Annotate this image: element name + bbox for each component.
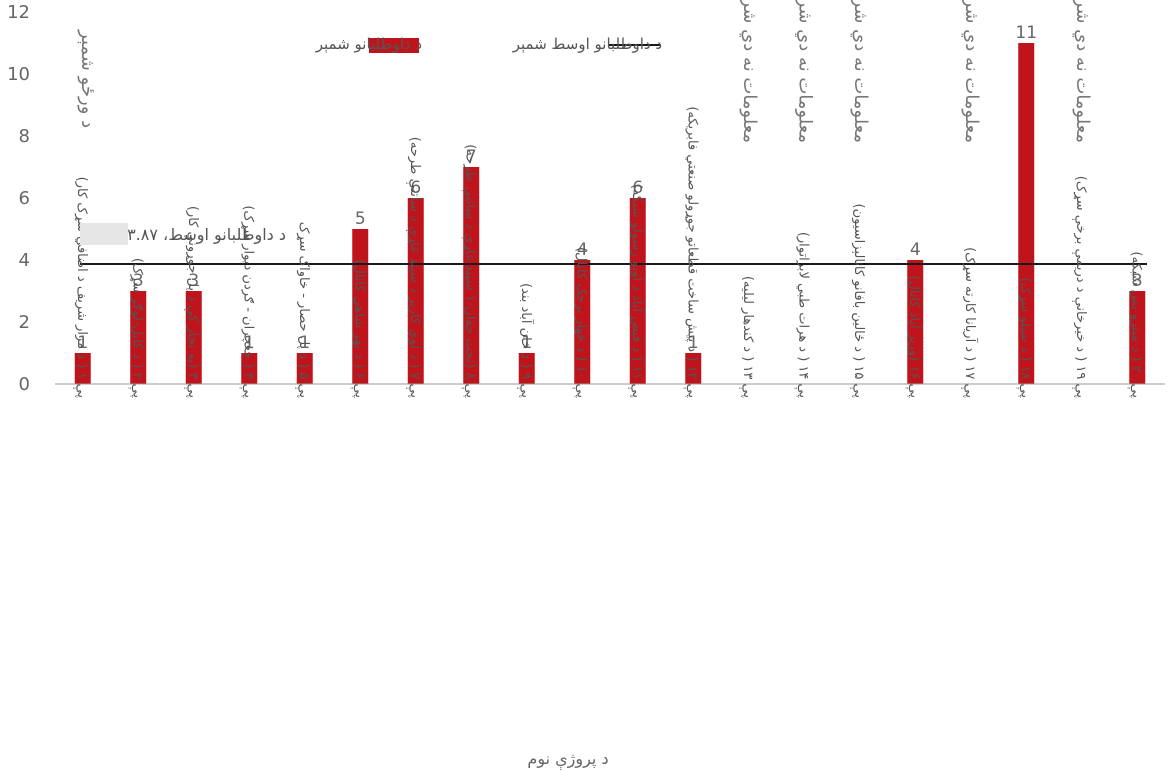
data-label: 5 — [355, 209, 366, 229]
x-category-label: پې ۲ ( د کابل-لوګر سړک) — [128, 258, 144, 398]
x-category-label: پې ۷ ( د لوی کاریز د سیند غاړې د ساتنې ط… — [406, 137, 422, 399]
bar — [241, 353, 258, 384]
x-axis-category-labels: پې ۱ ( د مزار شریف د اضافي سړک کار) پې ۲ … — [73, 106, 1144, 398]
bar — [407, 198, 424, 384]
x-category-label: پې ۱۴ ( د هرات طبي لابراتوار) — [794, 232, 810, 399]
y-tick-label: 8 — [19, 126, 30, 147]
y-tick-label: 6 — [19, 188, 30, 209]
no-info-label: معلومات نه دي شریک شوي — [1072, 0, 1093, 143]
x-category-label: پې ۳ (په تخار کې د پل جوړونې کار) — [184, 206, 200, 399]
data-label: 1 — [299, 333, 310, 353]
y-axis-ticks: 0 2 4 6 8 10 12 — [7, 2, 30, 395]
bar — [130, 291, 147, 384]
legend: د داوطلبانو شمېر د داوطلبانو اوسط شمېر — [315, 35, 662, 54]
x-category-label: پې ۱۶ (وزیر آباد کانال) — [905, 275, 923, 398]
data-label: 1 — [521, 333, 532, 353]
x-category-label: پې ۱۷ ( د آریانا کارته سړک) — [961, 247, 979, 398]
bar — [685, 353, 702, 384]
data-label: 3 — [188, 271, 199, 291]
data-label: 1 — [77, 333, 88, 353]
data-label: 4 — [577, 240, 588, 260]
bar — [463, 167, 480, 384]
average-annotation: د داوطلبانو اوسط، ۳.۸۷ — [80, 223, 286, 245]
no-info-labels: معلومات نه دي شریک شوي معلومات نه دي شریک… — [739, 0, 1093, 143]
data-label: 7 — [466, 147, 477, 167]
data-label: 1 — [244, 333, 255, 353]
x-category-label: پې ۲۰ ( د میترو بس شبکه) — [1127, 251, 1143, 398]
x-category-label: پې ۵ ( د پل حصار - خاواک سړک — [295, 222, 311, 399]
bar-series — [74, 43, 1146, 384]
no-info-label: معلومات نه دي شریک شوي — [961, 0, 982, 143]
data-label: 1 — [688, 333, 699, 353]
x-category-label: پې ۱۹ ( د خیرخانې د دریمې برخې سړک) — [1072, 176, 1088, 399]
bar — [185, 291, 202, 384]
bar — [296, 353, 313, 384]
y-axis-title: د ورځو شمېر — [77, 29, 98, 128]
bar — [74, 353, 91, 384]
average-annotation-text: د داوطلبانو اوسط، ۳.۸۷ — [127, 225, 286, 245]
bar — [629, 198, 646, 384]
y-tick-label: 4 — [19, 250, 30, 271]
x-category-label: پې ۱۱ ( د فیض آباد د اوبو رسولو شبکه) — [628, 184, 646, 399]
y-tick-label: 0 — [19, 374, 30, 395]
legend-label-bars: د داوطلبانو شمېر — [315, 35, 422, 54]
bar — [574, 260, 591, 384]
data-label: 6 — [410, 178, 421, 198]
y-tick-label: 12 — [7, 2, 30, 23]
x-axis-title: د پروژې نوم — [527, 749, 608, 771]
legend-label-line: د داوطلبانو اوسط شمېر — [512, 35, 662, 54]
x-category-label: پې ۸ (تحت حقان-۱ سیند غاړې د ساتنې طرحه) — [461, 144, 477, 398]
bar — [518, 353, 535, 384]
no-info-label: معلومات نه دي شریک شوي — [794, 0, 815, 143]
data-label: 3 — [1132, 271, 1143, 291]
bar — [352, 229, 369, 384]
no-info-label: معلومات نه دي شریک شوي — [850, 0, 871, 143]
bar — [1129, 291, 1146, 384]
x-category-label: پې ۶ ( د نهر شاهي کانال) — [350, 259, 366, 398]
x-category-label: پې ۴ ( چغچران - ګردن دیوار سړک) — [239, 205, 255, 398]
average-annotation-highlight — [80, 223, 128, 245]
data-label: 11 — [1015, 23, 1037, 43]
x-category-label: پې ۱۸ ( د سیلو سړک) — [1016, 277, 1032, 398]
legend-swatch-bars — [369, 38, 419, 53]
data-label: 3 — [133, 271, 144, 291]
y-tick-label: 10 — [7, 64, 30, 85]
y-tick-label: 2 — [19, 312, 30, 333]
no-info-label: معلومات نه دي شریک شوي — [739, 0, 760, 143]
x-category-label: پې ۱ ( د مزار شریف د اضافي سړک کار) — [73, 177, 89, 399]
bar — [907, 260, 924, 384]
x-category-label: پې ۱۲ ( د پیش ساخت قطعاتو جوړولو صنعتي ف… — [683, 106, 699, 398]
bar — [1018, 43, 1035, 384]
x-category-label: پې ۱۰ ( د څهار برجک کانال) — [572, 247, 588, 398]
x-category-label: پې ۹ ( د خان آباد بند) — [517, 283, 535, 398]
x-category-label: پې ۱۵ ( د ځالین بافانو کاتالېزاسیون) — [850, 204, 866, 399]
data-label: 4 — [910, 240, 921, 260]
data-label: 6 — [632, 178, 643, 198]
x-category-label: پې ۱۳ ( د کندهار لیلیه) — [739, 276, 755, 399]
